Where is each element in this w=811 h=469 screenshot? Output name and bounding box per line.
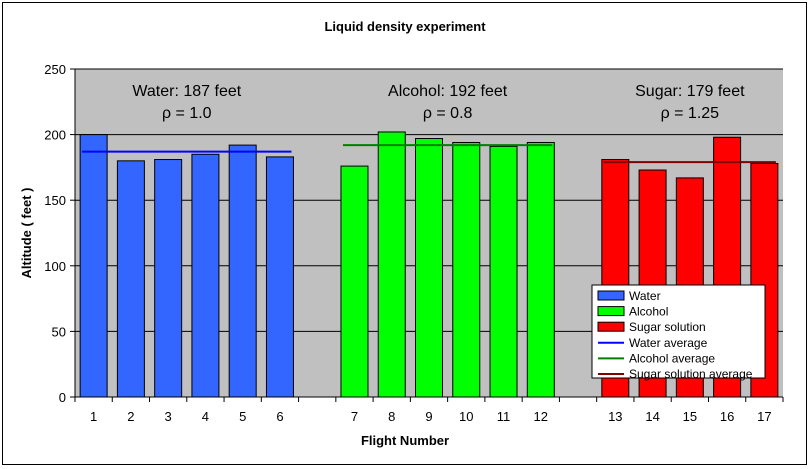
bar xyxy=(79,134,108,398)
chart-title: Liquid density experiment xyxy=(324,19,486,34)
x-tick-label: 10 xyxy=(459,409,473,424)
bar xyxy=(191,153,220,398)
axes xyxy=(70,68,784,402)
x-tick-label: 14 xyxy=(645,409,659,424)
x-tick-label: 12 xyxy=(534,409,548,424)
legend-swatch xyxy=(597,321,625,332)
x-tick-label: 11 xyxy=(497,409,511,424)
x-tick-label: 3 xyxy=(165,409,172,424)
legend-label: Alcohol average xyxy=(629,351,715,365)
annotation-density: ρ = 1.0 xyxy=(162,105,212,122)
bar xyxy=(154,159,183,398)
legend-swatch xyxy=(597,306,625,317)
y-tick-label: 200 xyxy=(44,128,66,143)
x-tick-label: 1 xyxy=(90,409,97,424)
x-tick-labels: 1 2 3 4 5 6 7 8 9 10 11 12 13 14 15 16 17 xyxy=(90,409,772,424)
average-lines xyxy=(82,144,776,164)
legend-label: Sugar solution xyxy=(629,320,706,334)
legend-label: Alcohol xyxy=(629,305,668,319)
y-tick-label: 100 xyxy=(44,259,66,274)
legend-swatch xyxy=(597,290,625,301)
x-tick-label: 17 xyxy=(757,409,771,424)
annotation-density: ρ = 1.25 xyxy=(661,105,720,122)
bar xyxy=(526,141,555,398)
x-axis-title: Flight Number xyxy=(361,433,449,448)
x-tick-label: 9 xyxy=(425,409,432,424)
annotation-label: Sugar: 179 feet xyxy=(635,83,745,100)
x-tick-label: 2 xyxy=(127,409,134,424)
legend-label: Sugar solution average xyxy=(629,367,753,381)
y-tick-label: 50 xyxy=(52,324,66,339)
y-tick-label: 0 xyxy=(59,390,66,405)
x-tick-label: 7 xyxy=(351,409,358,424)
bar xyxy=(228,144,257,398)
bar xyxy=(377,131,406,398)
y-axis-title: Altitude ( feet ) xyxy=(19,188,34,279)
x-tick-label: 16 xyxy=(720,409,734,424)
legend-label: Water average xyxy=(629,336,708,350)
legend-label: Water xyxy=(629,289,661,303)
bar xyxy=(116,160,145,398)
bar xyxy=(265,156,294,398)
x-tick-label: 4 xyxy=(202,409,209,424)
y-tick-labels: 0 50 100 150 200 250 xyxy=(44,62,66,405)
x-tick-label: 5 xyxy=(239,409,246,424)
x-tick-label: 13 xyxy=(608,409,622,424)
y-tick-label: 250 xyxy=(44,62,66,77)
bar xyxy=(340,165,369,398)
annotation-label: Water: 187 feet xyxy=(132,83,241,100)
x-tick-label: 6 xyxy=(276,409,283,424)
bar xyxy=(415,138,443,398)
bar xyxy=(452,141,481,398)
annotation-label: Alcohol: 192 feet xyxy=(388,83,508,100)
annotations: Water: 187 feet ρ = 1.0 Alcohol: 192 feet ρ… xyxy=(132,83,745,122)
x-tick-label: 15 xyxy=(683,409,697,424)
y-tick-label: 150 xyxy=(44,193,66,208)
bar xyxy=(489,145,518,398)
x-tick-label: 8 xyxy=(388,409,395,424)
annotation-density: ρ = 0.8 xyxy=(423,105,473,122)
